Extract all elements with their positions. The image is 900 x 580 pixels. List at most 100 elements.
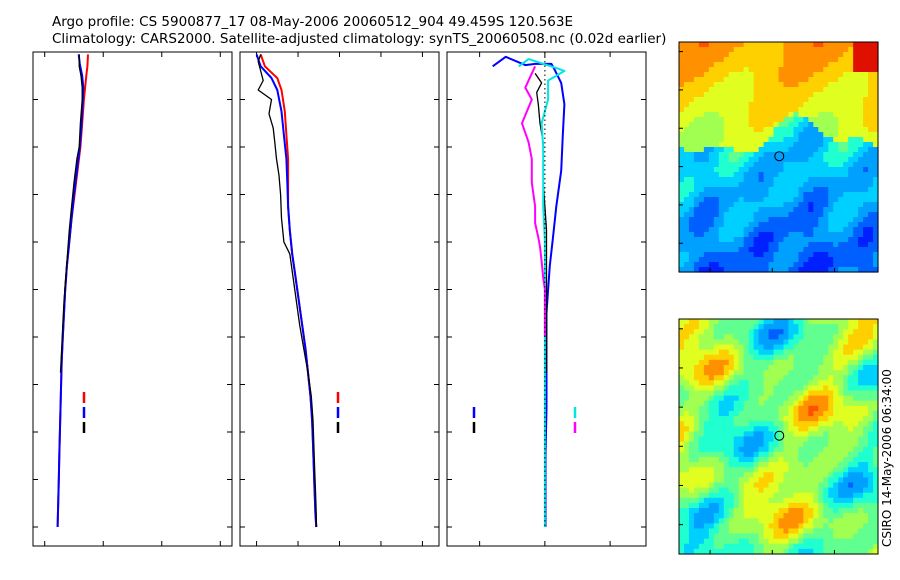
heatmap-cell	[679, 354, 685, 361]
heatmap-cell	[703, 102, 710, 108]
heatmap-cell	[683, 117, 690, 123]
heatmap-cell	[728, 548, 735, 555]
heatmap-cell	[718, 157, 725, 163]
heatmap-cell	[748, 410, 755, 417]
heatmap-cell	[863, 477, 869, 484]
heatmap-cell	[853, 227, 859, 233]
heatmap-cell	[748, 380, 755, 387]
heatmap-cell	[803, 538, 809, 545]
heatmap-cell	[813, 533, 819, 540]
heatmap-cell	[778, 334, 785, 341]
heatmap-cell	[838, 52, 844, 58]
heatmap-cell	[838, 87, 844, 93]
heatmap-cell	[803, 533, 809, 540]
heatmap-cell	[808, 359, 814, 366]
heatmap-cell	[679, 97, 685, 103]
heatmap-cell	[818, 492, 824, 499]
heatmap-cell	[693, 162, 700, 168]
heatmap-cell	[713, 147, 720, 153]
heatmap-cell	[748, 87, 755, 93]
heatmap-cell	[718, 132, 725, 138]
heatmap-cell	[688, 212, 695, 218]
heatmap-cell	[753, 82, 760, 88]
heatmap-cell	[683, 212, 690, 218]
heatmap-cell	[873, 172, 879, 178]
heatmap-cell	[688, 222, 695, 228]
heatmap-cell	[738, 262, 745, 268]
heatmap-cell	[743, 334, 750, 341]
heatmap-cell	[728, 262, 735, 268]
heatmap-cell	[738, 451, 745, 458]
heatmap-cell	[833, 472, 839, 478]
heatmap-cell	[693, 421, 700, 427]
heatmap-cell	[738, 416, 745, 422]
heatmap-cell	[763, 142, 770, 148]
heatmap-cell	[813, 247, 819, 253]
heatmap-cell	[813, 359, 819, 366]
heatmap-cell	[873, 319, 879, 325]
heatmap-cell	[813, 227, 819, 233]
heatmap-cell	[848, 147, 854, 153]
heatmap-cell	[858, 142, 864, 148]
heatmap-cell	[683, 426, 690, 432]
heatmap-cell	[858, 152, 864, 158]
heatmap-cell	[758, 405, 765, 412]
heatmap-cell	[793, 102, 799, 108]
heatmap-cell	[768, 339, 775, 346]
heatmap-cell	[738, 334, 745, 341]
heatmap-cell	[723, 167, 730, 173]
heatmap-cell	[798, 339, 804, 346]
heatmap-cell	[808, 390, 814, 397]
heatmap-cell	[718, 456, 725, 463]
heatmap-cell	[858, 192, 864, 198]
heatmap-cell	[843, 324, 849, 330]
heatmap-cell	[768, 462, 775, 468]
heatmap-cell	[808, 137, 814, 143]
heatmap-cell	[833, 197, 839, 203]
heatmap-cell	[708, 167, 715, 173]
heatmap-cell	[693, 82, 700, 88]
heatmap-cell	[683, 132, 690, 138]
heatmap-cell	[783, 400, 790, 407]
heatmap-cell	[758, 400, 765, 407]
heatmap-cell	[863, 132, 869, 138]
heatmap-cell	[818, 137, 824, 143]
heatmap-cell	[793, 247, 799, 253]
heatmap-cell	[679, 212, 685, 218]
heatmap-cell	[828, 354, 834, 361]
heatmap-cell	[733, 390, 740, 397]
heatmap-cell	[679, 177, 685, 183]
heatmap-cell	[863, 354, 869, 361]
heatmap-cell	[723, 508, 730, 514]
heatmap-cell	[863, 334, 869, 341]
heatmap-cell	[748, 157, 755, 163]
heatmap-cell	[758, 107, 765, 113]
heatmap-cell	[718, 523, 725, 530]
heatmap-cell	[803, 339, 809, 346]
heatmap-cell	[728, 375, 735, 381]
heatmap-cell	[873, 472, 879, 478]
heatmap-cell	[683, 451, 690, 458]
heatmap-cell	[688, 102, 695, 108]
heatmap-cell	[838, 354, 844, 361]
heatmap-cell	[713, 177, 720, 183]
heatmap-cell	[718, 127, 725, 133]
heatmap-cell	[823, 472, 829, 478]
heatmap-cell	[783, 242, 790, 248]
heatmap-cell	[848, 152, 854, 158]
heatmap-cell	[853, 127, 859, 133]
heatmap-cell	[718, 492, 725, 499]
heatmap-cell	[813, 538, 819, 545]
heatmap-cell	[858, 395, 864, 402]
heatmap-cell	[743, 543, 750, 550]
heatmap-cell	[768, 380, 775, 387]
heatmap-cell	[838, 92, 844, 98]
heatmap-cell	[763, 132, 770, 138]
heatmap-cell	[853, 349, 859, 356]
heatmap-cell	[798, 192, 804, 198]
heatmap-cell	[728, 97, 735, 103]
heatmap-cell	[848, 72, 854, 78]
heatmap-cell	[828, 395, 834, 402]
heatmap-cell	[679, 242, 685, 248]
heatmap-cell	[723, 380, 730, 387]
